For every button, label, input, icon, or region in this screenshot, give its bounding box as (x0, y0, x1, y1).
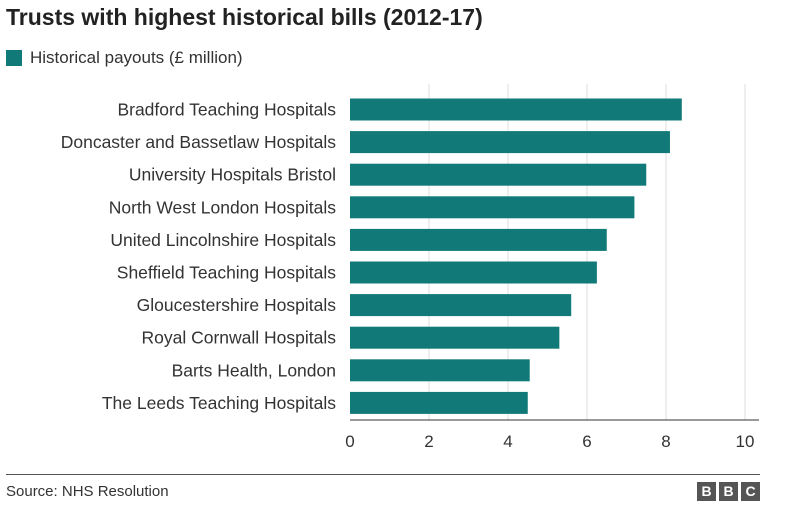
logo-letter-1: B (697, 482, 716, 501)
x-tick-label-3: 6 (582, 432, 591, 451)
bar-8 (350, 359, 530, 382)
x-tick-label-0: 0 (345, 432, 354, 451)
category-label-9: The Leeds Teaching Hospitals (102, 393, 336, 413)
legend-label: Historical payouts (£ million) (30, 48, 243, 67)
legend-swatch (6, 50, 22, 66)
category-label-0: Bradford Teaching Hospitals (117, 100, 336, 120)
legend: Historical payouts (£ million) (6, 48, 243, 68)
logo-letter-2: B (719, 482, 738, 501)
category-label-2: University Hospitals Bristol (129, 165, 336, 185)
bbc-logo: B B C (697, 482, 760, 501)
category-label-5: Sheffield Teaching Hospitals (117, 263, 336, 283)
bar-9 (350, 391, 528, 414)
bar-3 (350, 196, 635, 219)
bar-chart: 0 2 4 6 8 10 Bradford Teaching Hospitals Doncas… (61, 84, 759, 451)
bar-6 (350, 294, 572, 317)
chart-title: Trusts with highest historical bills (20… (6, 4, 483, 30)
x-tick-label-2: 4 (503, 432, 512, 451)
category-label-8: Barts Health, London (172, 360, 336, 380)
category-label-1: Doncaster and Bassetlaw Hospitals (61, 132, 337, 152)
bar-7 (350, 326, 560, 349)
category-label-6: Gloucestershire Hospitals (137, 295, 337, 315)
x-tick-label-5: 10 (736, 432, 755, 451)
logo-letter-3: C (741, 482, 760, 501)
footer-divider (6, 474, 760, 475)
category-label-7: Royal Cornwall Hospitals (141, 328, 336, 348)
x-tick-label-1: 2 (424, 432, 433, 451)
bar-5 (350, 261, 597, 284)
x-tick-label-4: 8 (661, 432, 670, 451)
bar-0 (350, 98, 682, 121)
bar-2 (350, 163, 647, 186)
source-note: Source: NHS Resolution (6, 483, 169, 500)
category-label-3: North West London Hospitals (109, 197, 337, 217)
category-label-4: United Lincolnshire Hospitals (110, 230, 336, 250)
bar-1 (350, 131, 670, 154)
bar-4 (350, 228, 607, 251)
